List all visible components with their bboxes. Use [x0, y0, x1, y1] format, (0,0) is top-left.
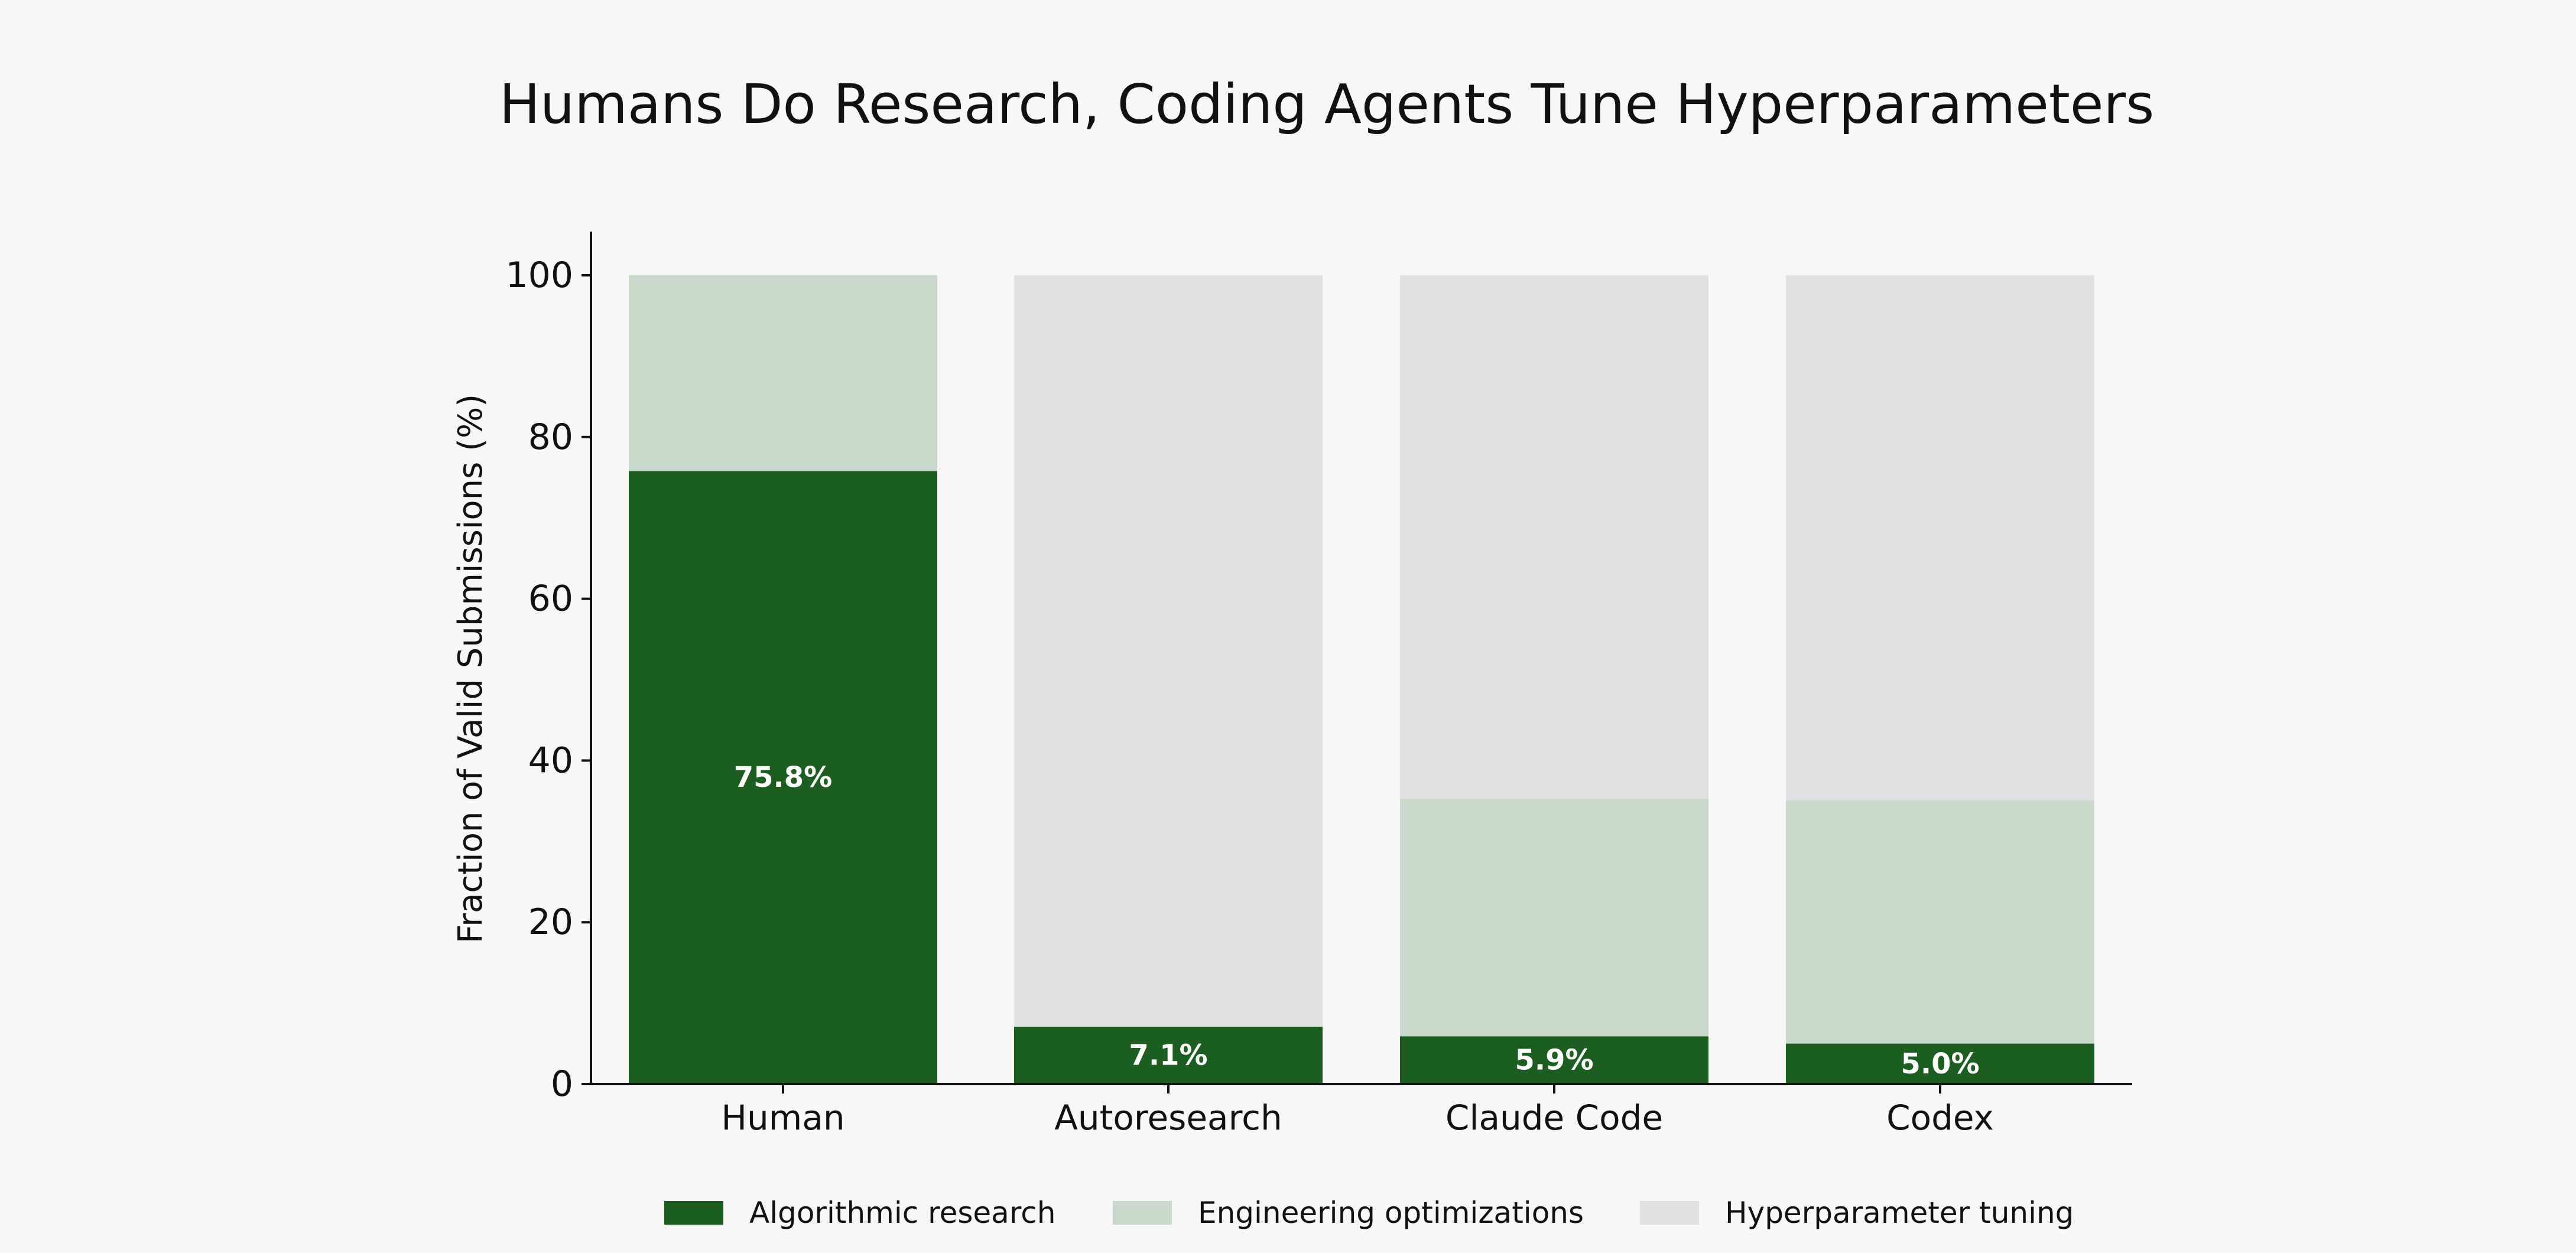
legend-label-1: Algorithmic research: [749, 1196, 1055, 1230]
y-tick-label-4: 60: [528, 578, 573, 620]
legend: Algorithmic research Engineering optimiza…: [664, 1196, 2074, 1230]
legend-swatch-3: [1640, 1201, 1699, 1225]
data-label-4: 5.0%: [1901, 1047, 1979, 1080]
x-tick-label-4: Codex: [1886, 1098, 1994, 1138]
bar-segment-3-2: [1014, 275, 1323, 1027]
chart-title: Humans Do Research, Coding Agents Tune H…: [499, 73, 2155, 136]
bar-segment-1-4: [1786, 1043, 2094, 1084]
y-axis-title: Fraction of Valid Submissions (%): [451, 394, 490, 943]
data-label-3: 5.9%: [1515, 1044, 1593, 1077]
bar-segment-3-4: [1786, 275, 2094, 800]
legend-swatch-2: [1113, 1201, 1172, 1225]
x-tick-label-3: Claude Code: [1445, 1098, 1663, 1138]
bar-segment-2-3: [1400, 798, 1708, 1037]
bars-group: [629, 275, 2094, 1084]
y-tick-label-5: 80: [528, 416, 573, 458]
y-tick-label-3: 40: [528, 740, 573, 781]
y-tick-label-1: 0: [551, 1063, 573, 1105]
x-tick-label-2: Autoresearch: [1054, 1098, 1282, 1138]
axes-group: Human Autoresearch Claude Code Codex 0 20 40 60…: [505, 232, 2132, 1138]
legend-label-3: Hyperparameter tuning: [1725, 1196, 2074, 1230]
bar-segment-2-1: [629, 275, 937, 471]
bar-segment-1-2: [1014, 1026, 1323, 1084]
y-tick-label-6: 100: [505, 255, 573, 296]
data-label-1: 75.8%: [734, 761, 833, 794]
x-tick-label-1: Human: [721, 1098, 844, 1138]
legend-swatch-1: [664, 1201, 723, 1225]
legend-label-2: Engineering optimizations: [1198, 1196, 1584, 1230]
y-tick-label-2: 20: [528, 901, 573, 943]
bar-segment-2-4: [1786, 800, 2094, 1044]
bar-segment-1-1: [629, 471, 937, 1084]
bar-segment-3-3: [1400, 275, 1708, 799]
data-labels-group: 75.8% 7.1% 5.9% 5.0%: [734, 761, 1980, 1080]
bar-segment-1-3: [1400, 1036, 1708, 1084]
data-label-2: 7.1%: [1129, 1039, 1207, 1072]
